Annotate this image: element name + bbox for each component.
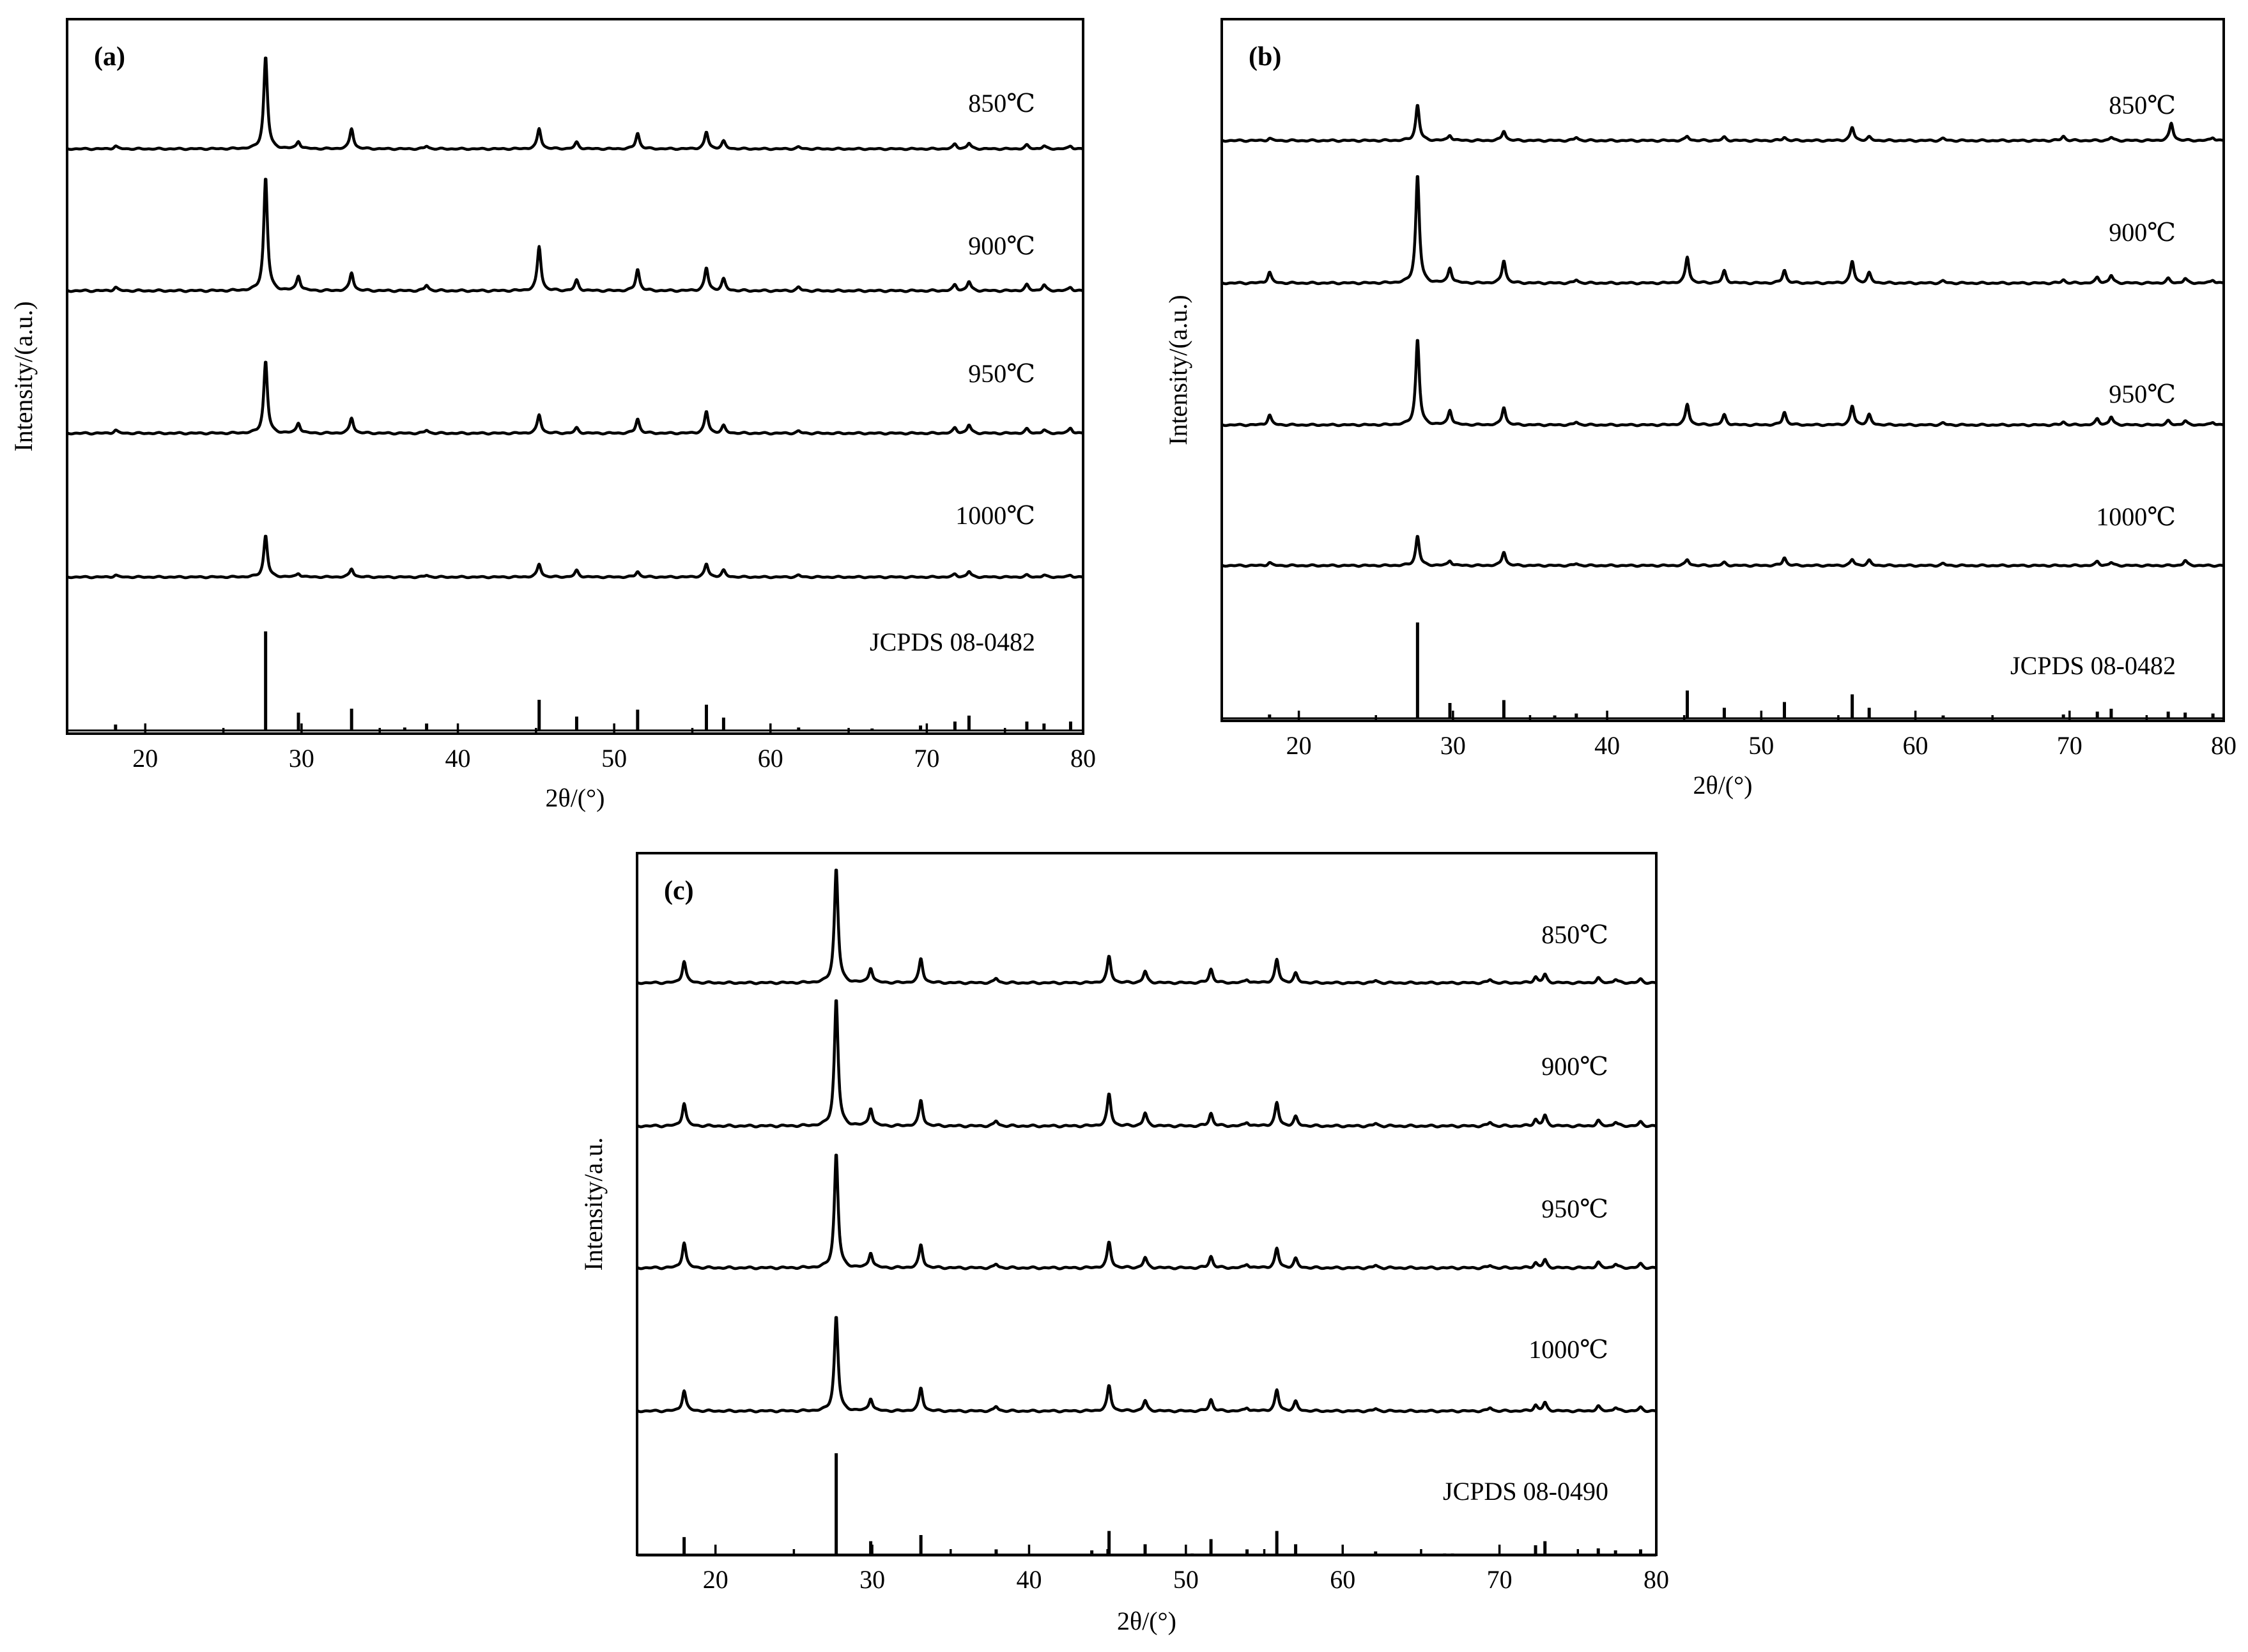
series-trace-0: 850℃ [1220, 91, 2225, 143]
x-tick-label: 60 [1330, 1565, 1355, 1594]
x-tick-label: 80 [1644, 1565, 1669, 1594]
x-tick-label: 40 [1016, 1565, 1042, 1594]
series-trace-3: 1000℃ [1220, 502, 2225, 568]
series-label: 950℃ [968, 359, 1035, 388]
panel-label: (a) [94, 42, 125, 72]
x-tick-label: 20 [1286, 731, 1312, 760]
x-tick-label: 50 [601, 744, 627, 773]
series-trace-3: 1000℃ [636, 1316, 1658, 1414]
xrd-trace [66, 178, 1084, 293]
xrd-trace [66, 360, 1084, 436]
xrd-trace [66, 534, 1084, 580]
series-label: 850℃ [968, 89, 1035, 118]
xrd-trace [636, 868, 1658, 985]
series-label: 900℃ [1541, 1052, 1608, 1081]
x-tick-label: 30 [859, 1565, 885, 1594]
series-label: 1000℃ [955, 501, 1035, 530]
series-trace-1: 900℃ [636, 999, 1658, 1129]
series-trace-2: 950℃ [66, 359, 1084, 436]
xrd-trace [1220, 175, 2225, 286]
chart-panel-c: 20 30 40 50 60 70 80 2θ/(°) Intensity/a.u. (c) 850… [579, 852, 1669, 1635]
x-tick-label: 30 [1440, 731, 1466, 760]
x-tick-label: 50 [1173, 1565, 1199, 1594]
xrd-trace [636, 999, 1658, 1129]
series-label: 1000℃ [1528, 1335, 1608, 1364]
series-trace-0: 850℃ [66, 56, 1084, 151]
series-label: JCPDS 08-0490 [1443, 1477, 1608, 1506]
x-tick-label: 60 [1903, 731, 1929, 760]
x-tick-label: 20 [703, 1565, 728, 1594]
series-reference-4: JCPDS 08-0482 [67, 628, 1083, 732]
series-label: 950℃ [1541, 1194, 1608, 1223]
series-label: 850℃ [2109, 91, 2176, 120]
series-reference-4: JCPDS 08-0490 [637, 1453, 1656, 1557]
x-tick-label: 30 [289, 744, 314, 773]
series-trace-1: 900℃ [1220, 175, 2225, 286]
series-reference-4: JCPDS 08-0482 [1222, 622, 2224, 720]
y-axis-title: Intensity/a.u. [579, 1138, 608, 1271]
series-trace-2: 950℃ [1220, 339, 2225, 428]
xrd-trace [636, 1154, 1658, 1270]
x-axis-title: 2θ/(°) [1693, 771, 1753, 799]
plot-frame [1220, 18, 2225, 722]
xrd-trace [636, 1316, 1658, 1414]
x-tick-label: 40 [1594, 731, 1620, 760]
x-tick-label: 80 [1070, 744, 1096, 773]
series-label: 850℃ [1541, 920, 1608, 949]
plot-frame [66, 18, 1084, 735]
x-tick-label: 20 [132, 744, 158, 773]
x-tick-label: 70 [914, 744, 939, 773]
chart-panel-a: 20 30 40 50 60 70 80 2θ/(°) Intensity/(a.u.) (a) 8… [9, 18, 1096, 812]
panel-label: (b) [1249, 42, 1281, 72]
series-trace-3: 1000℃ [66, 501, 1084, 580]
y-axis-title: Intensity/(a.u.) [1164, 295, 1192, 445]
xrd-trace [1220, 104, 2225, 143]
plot-frame [636, 852, 1658, 1556]
x-axis-title: 2θ/(°) [546, 784, 605, 812]
series-trace-0: 850℃ [636, 868, 1658, 985]
series-trace-2: 950℃ [636, 1154, 1658, 1270]
series-label: 900℃ [968, 231, 1035, 260]
x-tick-label: 40 [445, 744, 471, 773]
series-label: JCPDS 08-0482 [870, 628, 1035, 656]
series-label: 900℃ [2109, 218, 2176, 247]
x-tick-label: 50 [1748, 731, 1774, 760]
series-label: 950℃ [2109, 380, 2176, 408]
panel-label: (c) [664, 876, 694, 906]
y-axis-title: Intensity/(a.u.) [9, 301, 38, 452]
series-trace-1: 900℃ [66, 178, 1084, 293]
x-tick-label: 80 [2211, 731, 2236, 760]
x-tick-label: 70 [2057, 731, 2082, 760]
chart-panel-b: 20 30 40 50 60 70 80 2θ/(°) Intensity/(a.u.) (b) 8… [1164, 18, 2236, 799]
series-label: JCPDS 08-0482 [2010, 651, 2176, 680]
xrd-trace [66, 56, 1084, 151]
x-axis-title: 2θ/(°) [1117, 1607, 1176, 1635]
xrd-trace [1220, 339, 2225, 428]
x-tick-label: 60 [758, 744, 783, 773]
x-tick-label: 70 [1487, 1565, 1513, 1594]
series-label: 1000℃ [2096, 502, 2176, 531]
xrd-trace [1220, 535, 2225, 568]
